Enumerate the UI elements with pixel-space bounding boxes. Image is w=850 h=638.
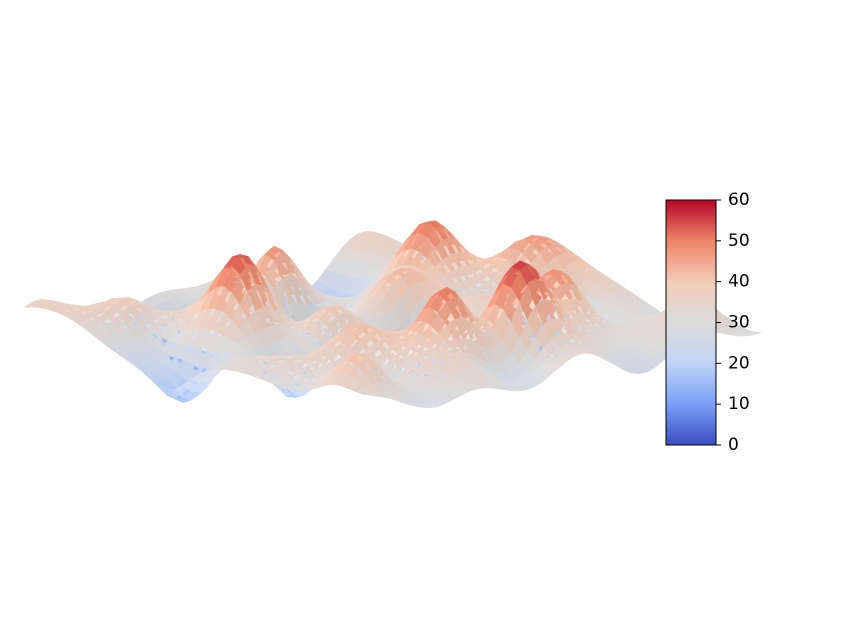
- colorbar-tick-label: 40: [728, 272, 750, 292]
- colorbar-tick-label: 20: [728, 353, 750, 373]
- colorbar-tick-label: 60: [728, 190, 750, 210]
- colorbar-ticks: 0 10 20 30 40 50 60: [716, 190, 750, 455]
- colorbar-tick-label: 50: [728, 231, 750, 251]
- colorbar-tick-label: 30: [728, 313, 750, 333]
- surface-plot: [23, 220, 762, 409]
- colorbar-gradient: [665, 199, 717, 446]
- colorbar-tick-label: 0: [728, 435, 739, 455]
- colorbar: 0 10 20 30 40 50 60: [665, 190, 750, 455]
- colorbar-tick-label: 10: [728, 394, 750, 414]
- surface-facet: [745, 331, 762, 336]
